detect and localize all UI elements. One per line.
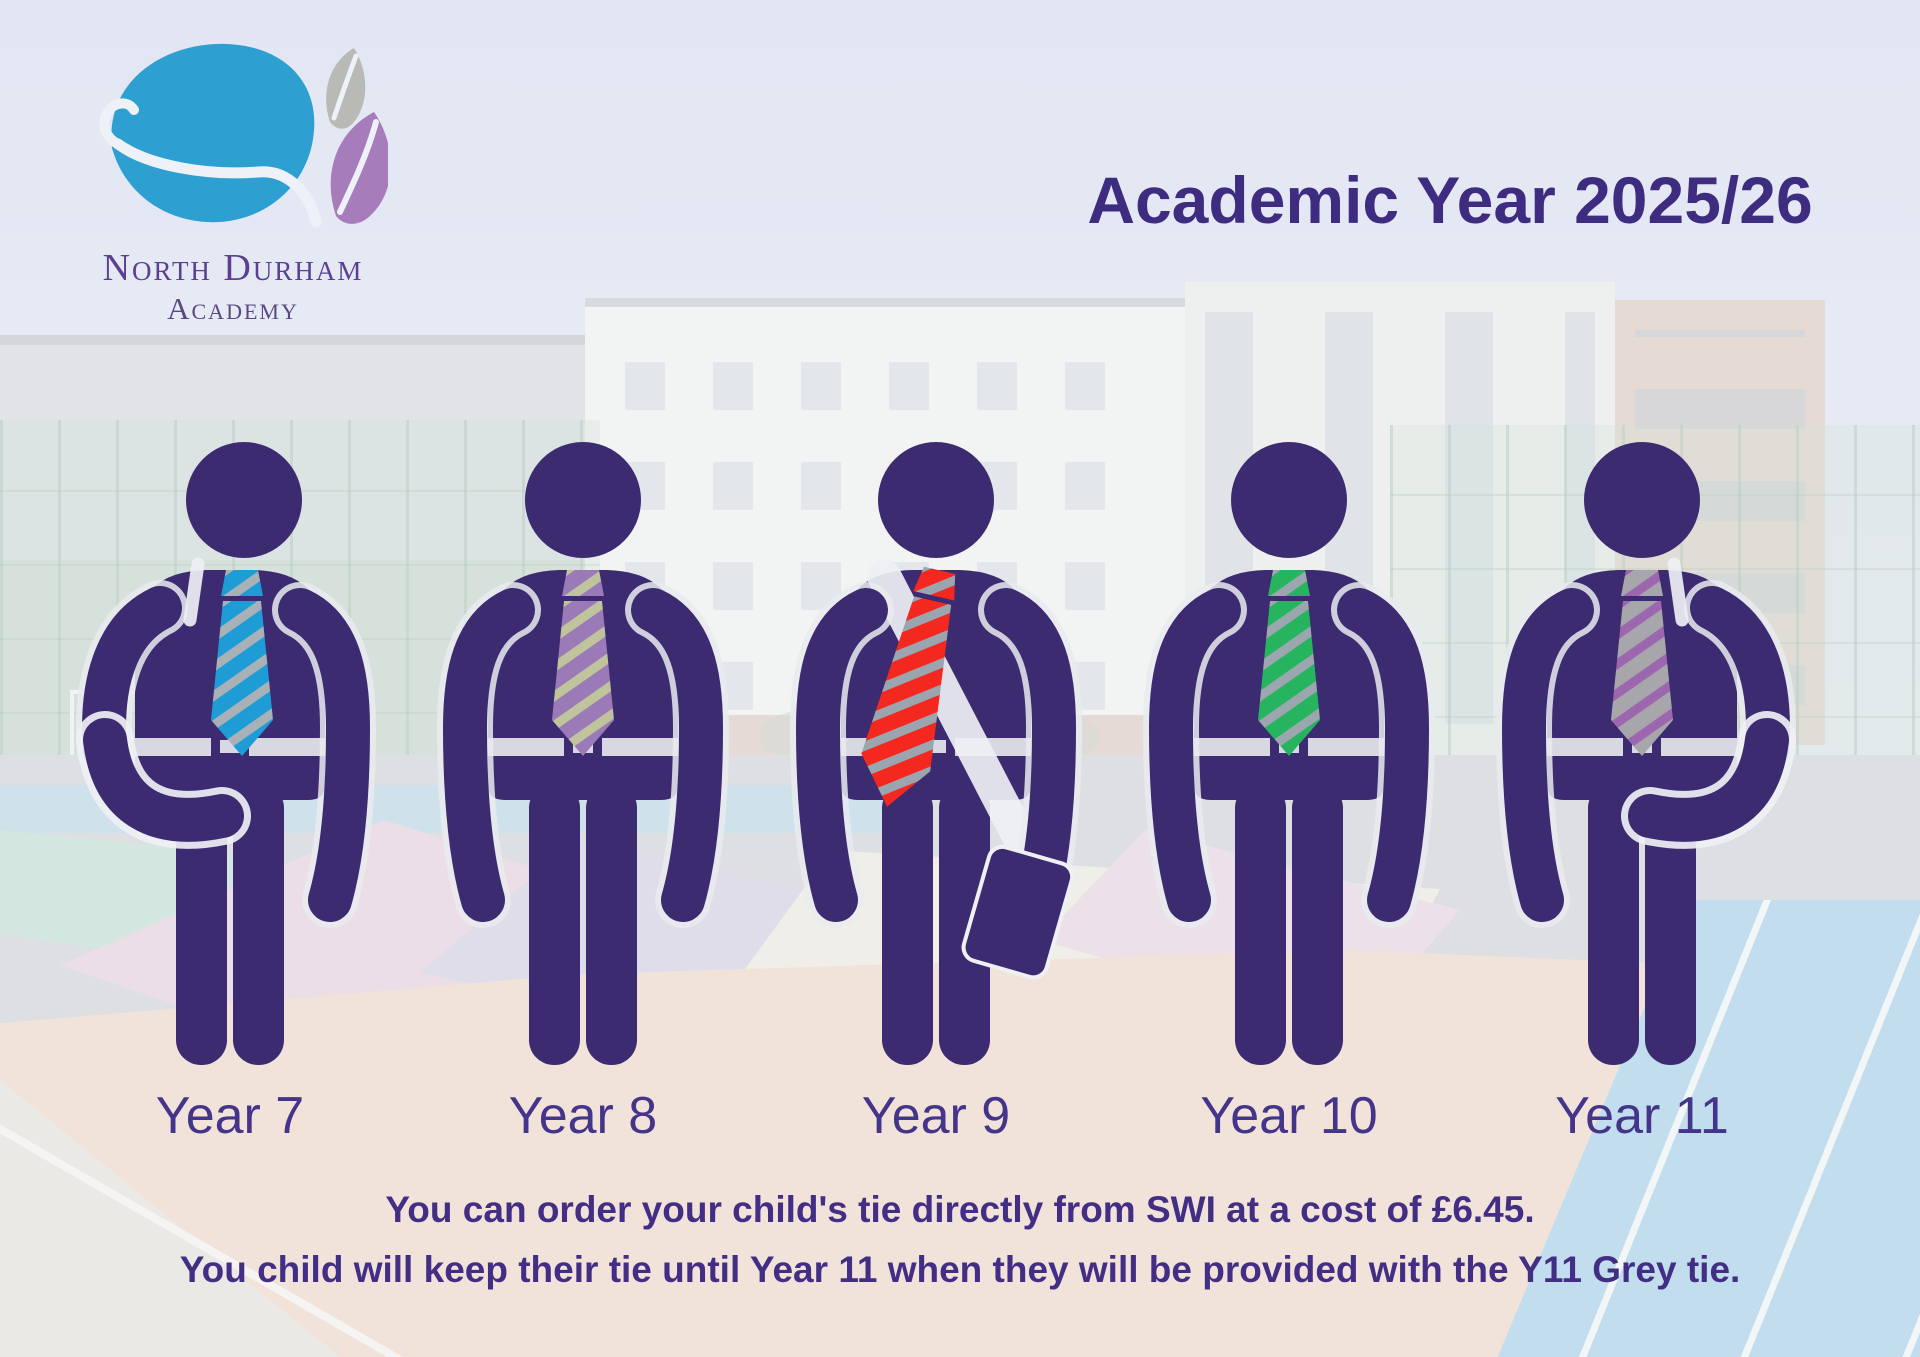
student-figure-cell: Year 9 [766,438,1106,1158]
page-title: Academic Year 2025/26 [1087,163,1813,237]
year-label: Year 11 [1555,1087,1729,1145]
tie-knot [913,566,956,601]
leg-right [939,783,990,1065]
year-label: Year 9 [861,1087,1011,1145]
tie-body [1258,601,1320,756]
year-label: Year 7 [155,1087,305,1145]
leg-right [586,783,637,1065]
logo-leaf-purple-vein [337,119,379,215]
hips [135,756,325,800]
student-figure-svg [436,442,730,1065]
tie-knot [221,570,263,596]
tie [552,570,614,756]
tie [861,566,956,807]
footer-line-2: You child will keep their tie until Year… [179,1249,1741,1290]
tie [1611,570,1673,756]
leg-left [529,783,580,1065]
logo-leaf-blue-icon [111,43,315,223]
leg-left [1235,783,1286,1065]
student-figure-svg [1142,442,1436,1065]
tie-body [861,596,952,807]
tie-body [1611,601,1673,756]
head [1231,442,1347,558]
student-figure-cell: Year 8 [413,438,753,1158]
head [878,442,994,558]
logo-leaf-curl [99,98,139,149]
hips [1194,756,1384,800]
student-figure [766,438,1106,1078]
year-label: Year 10 [1200,1087,1378,1145]
tie-knot [1268,570,1310,596]
student-figure [1119,438,1459,1078]
hips [488,756,678,800]
tie-knot [562,570,604,596]
footer-note: You can order your child's tie directly … [0,1180,1920,1300]
student-figure-svg [76,442,377,1065]
school-logo: North Durham Academy [78,26,391,328]
tie-knot [1621,570,1663,596]
leg-left [176,783,227,1065]
logo-school-subname: Academy [167,291,299,326]
year-label: Year 8 [508,1087,658,1145]
student-figure [1472,438,1812,1078]
tie-body [552,601,614,756]
leg-right [1645,783,1696,1065]
student-figure [60,438,400,1078]
leg-left [882,783,933,1065]
leg-right [1292,783,1343,1065]
student-figure [413,438,753,1078]
student-figure-cell: Year 7 [60,438,400,1158]
leg-left [1588,783,1639,1065]
logo-leaf-vein [112,138,322,228]
head [186,442,302,558]
logo-leaf-grey-vein [331,53,359,121]
leg-right [233,783,284,1065]
student-figure-cell: Year 10 [1119,438,1459,1158]
footer-line-1: You can order your child's tie directly … [385,1189,1535,1230]
head [525,442,641,558]
hips [1547,756,1737,800]
student-figure-svg [1495,442,1796,1065]
tie-body [211,601,273,756]
head [1584,442,1700,558]
student-figure-svg [789,442,1083,1065]
logo-leaves-icon [99,43,391,228]
satchel-bag [961,844,1075,980]
student-figure-cell: Year 11 [1472,438,1812,1158]
tie [1258,570,1320,756]
logo-school-name: North Durham [102,247,364,289]
tie [211,570,273,756]
